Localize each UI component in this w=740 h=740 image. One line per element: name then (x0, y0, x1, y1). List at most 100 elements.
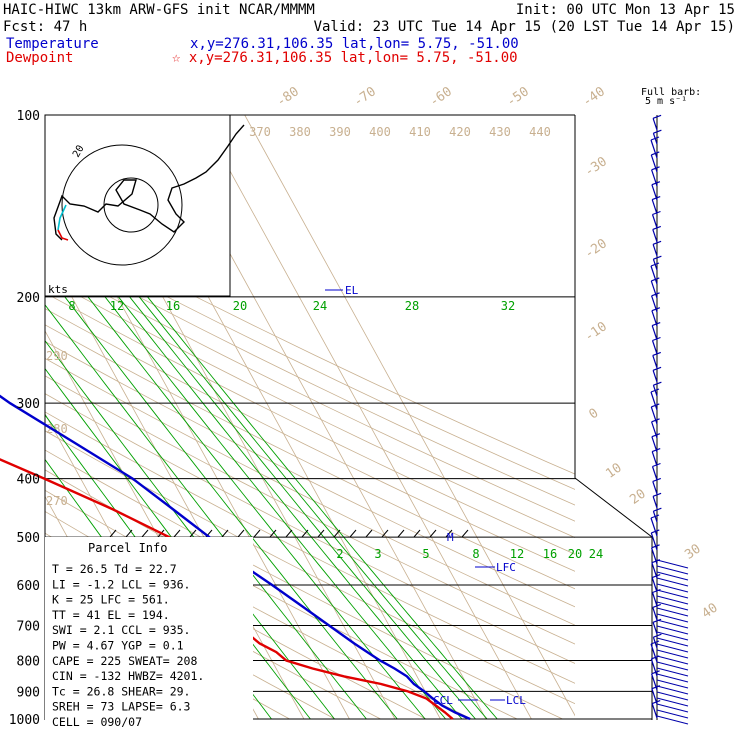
dry-adiabat-line (45, 261, 575, 522)
hatch-mark (109, 529, 117, 538)
wind-barb (651, 436, 658, 453)
wind-barb (651, 310, 658, 327)
wind-barb (651, 340, 658, 355)
wind-barb (651, 199, 658, 215)
mixing-ratio-label-upper: 32 (501, 299, 515, 313)
hatch-mark (349, 529, 357, 538)
wind-barb-flag (651, 277, 660, 282)
wind-barb (651, 214, 658, 229)
isotherm-line (198, 115, 532, 720)
wind-barb-flag (651, 196, 661, 201)
hodograph-outer-ring (61, 144, 183, 266)
mixing-ratio-label-upper: 20 (233, 299, 247, 313)
wind-barb (652, 118, 658, 131)
dry-adiabat-line (45, 375, 575, 645)
dry-adiabat-line (45, 324, 575, 590)
wind-barb (652, 244, 658, 257)
wind-barb (650, 265, 658, 285)
legend-dewpoint-location: ☆ x,y=276.31,106.35 lat,lon= 5.75, -51.0… (172, 50, 518, 66)
wind-barb (652, 370, 658, 383)
wind-barb-flag (651, 700, 661, 705)
hatch-mark (253, 529, 261, 538)
header-title: HAIC-HIWC 13km ARW-GFS init NCAR/MMMM (3, 2, 315, 18)
isotherm-label: -30 (582, 154, 610, 180)
wind-barb (651, 592, 658, 607)
wind-barb (651, 466, 658, 481)
isotherm-label: -50 (504, 84, 532, 110)
temperature-trace (0, 394, 471, 721)
wind-barb-flag (653, 633, 662, 638)
plot-right-axis-lower (574, 477, 653, 538)
parcel-info-row: TT = 41 EL = 194. (52, 608, 170, 622)
hatch-mark (285, 529, 293, 538)
hatch-mark (317, 529, 325, 538)
hatch-mark (237, 529, 245, 538)
wind-barb-flag (652, 366, 662, 371)
wind-barb-low (656, 715, 689, 725)
wind-barb-flag (650, 388, 660, 393)
isotherm-line (244, 115, 575, 717)
el-label: EL (345, 284, 359, 297)
lfc-label: LFC (496, 561, 516, 574)
wind-barb-low (656, 673, 689, 683)
wind-barb-low (656, 649, 689, 659)
wind-barb-flag (653, 255, 662, 260)
header-valid: Valid: 23 UTC Tue 14 Apr 15 (20 LST Tue … (314, 19, 735, 35)
isotherm-label: 10 (603, 460, 624, 481)
m-label: M (447, 531, 454, 544)
dry-adiabat-line (45, 246, 575, 506)
wind-barb-low (656, 595, 689, 605)
isotherm-label: 0 (586, 406, 601, 423)
hodograph-box (44, 114, 231, 297)
header-init: Init: 00 UTC Mon 13 Apr 15 (516, 2, 735, 18)
wind-barb-flag (652, 336, 661, 342)
dry-adiabat-line (45, 393, 575, 664)
wind-barb-low (656, 631, 689, 641)
mixing-ratio-label-upper: 28 (405, 299, 419, 313)
isotherm-label: -40 (580, 84, 608, 110)
pressure-label-100: 100 (17, 109, 40, 124)
parcel-info-row: PW = 4.67 YGP = 0.1 (52, 639, 184, 653)
wind-barb (650, 517, 658, 537)
dry-adiabat-line (45, 292, 575, 555)
wind-barb (651, 451, 658, 467)
parcel-info-box (45, 537, 253, 720)
hatch-mark (141, 529, 149, 538)
legend-temperature-label: Temperature (6, 36, 99, 52)
wind-barb-flag (652, 351, 662, 356)
wind-barb-low (656, 577, 689, 587)
hatch-mark (269, 529, 277, 538)
wind-barb (652, 229, 658, 243)
mixing-ratio-label-upper: 16 (166, 299, 180, 313)
wind-barb-low (656, 559, 689, 569)
mixing-ratio-label-lower: 3 (374, 547, 381, 561)
wind-barb-low (656, 709, 689, 719)
theta-label-left: 290 (46, 349, 68, 363)
parcel-info: Parcel Info T = 26.5 Td = 22.7LI = -1.2 … (45, 537, 253, 729)
mixing-ratio-label-lower: 20 (568, 547, 582, 561)
wind-barb-flag (651, 529, 660, 534)
wind-barb-flag (651, 574, 661, 579)
wind-barb-flag (651, 403, 660, 408)
wind-barb-low (656, 661, 689, 671)
mixing-ratio-label-lower: 24 (589, 547, 603, 561)
hatch-mark (189, 529, 197, 538)
wind-barb-low (656, 619, 689, 629)
wind-barb-flag (651, 418, 660, 423)
wind-barb-flag (651, 544, 660, 549)
isotherm-label: -10 (582, 319, 610, 345)
pressure-label-500: 500 (17, 531, 40, 546)
pressure-label-600: 600 (17, 579, 40, 594)
wind-barb-flag (652, 477, 662, 482)
dry-adiabat-line (45, 411, 575, 684)
level-annotations: EL LFC M CCL LCL (325, 284, 526, 707)
wind-barb-low (656, 625, 689, 635)
wind-barb (652, 496, 658, 509)
hodograph-trace-low (57, 204, 67, 231)
wind-barb (650, 658, 658, 677)
parcel-info-row: LI = -1.2 LCL = 936. (52, 577, 190, 591)
wind-barb-low (656, 697, 689, 707)
parcel-info-row: CELL = 090/07 (52, 715, 142, 729)
hatch-mark (301, 529, 309, 538)
